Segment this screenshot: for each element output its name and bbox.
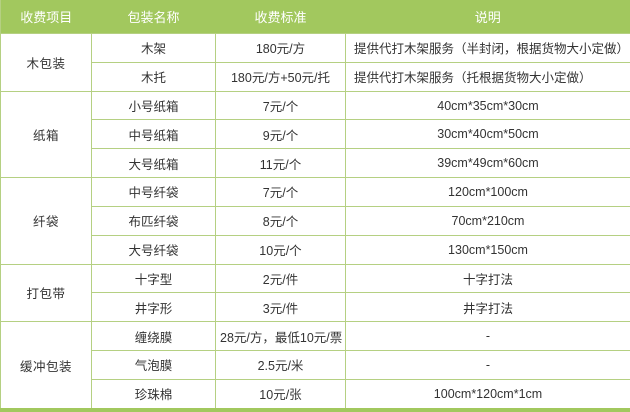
fee-standard-cell: 2.5元/米 <box>215 349 346 380</box>
package-name-cell: 气泡膜 <box>91 349 216 380</box>
package-name-cell: 珍珠棉 <box>91 378 216 411</box>
description-cell: 39cm*49cm*60cm <box>345 148 630 179</box>
description-cell: 十字打法 <box>345 263 630 294</box>
table-row: 中号纸箱 9元/个 30cm*40cm*50cm <box>1 119 630 150</box>
package-name-cell: 木架 <box>91 33 216 63</box>
description-cell: 40cm*35cm*30cm <box>345 90 630 121</box>
table-row: 打包带 十字型 2元/件 十字打法 <box>0 263 630 323</box>
fee-standard-cell: 8元/个 <box>215 205 346 236</box>
fee-standard-cell: 2元/件 <box>215 263 346 294</box>
header-package-name: 包装名称 <box>91 0 216 34</box>
package-name-cell: 十字型 <box>91 263 216 294</box>
table-row: 气泡膜 2.5元/米 - <box>1 349 630 380</box>
package-name-cell: 井字形 <box>91 292 216 323</box>
fee-item-cell: 木包装 <box>0 33 92 92</box>
header-description: 说明 <box>345 0 630 34</box>
fee-standard-cell: 11元/个 <box>215 148 346 179</box>
fee-standard-cell: 7元/个 <box>215 90 346 121</box>
fee-item-cell: 缓冲包装 <box>0 321 92 411</box>
description-cell: 提供代打木架服务（托根据货物大小定做） <box>345 61 630 92</box>
description-cell: 提供代打木架服务（半封闭，根据货物大小定做） <box>345 33 630 63</box>
description-cell: - <box>345 321 630 351</box>
package-name-cell: 大号纸箱 <box>91 148 216 179</box>
description-cell: 70cm*210cm <box>345 205 630 236</box>
table-row: 缓冲包装 缠绕膜 28元/方，最低10元/票 - <box>0 321 630 411</box>
fee-item-cell: 纸箱 <box>0 90 92 179</box>
fee-standard-cell: 180元/方+50元/托 <box>215 61 346 92</box>
fee-item-cell: 打包带 <box>0 263 92 323</box>
table-row: 大号纸箱 11元/个 39cm*49cm*60cm <box>1 148 630 179</box>
package-name-cell: 布匹纤袋 <box>91 205 216 236</box>
fee-standard-cell: 28元/方，最低10元/票 <box>215 321 346 351</box>
package-name-cell: 大号纤袋 <box>91 234 216 265</box>
table-row: 木托 180元/方+50元/托 提供代打木架服务（托根据货物大小定做） <box>1 61 630 92</box>
table-row: 大号纤袋 10元/个 130cm*150cm <box>1 234 630 265</box>
fee-table-body: 木包装 木架 180元/方 提供代打木架服务（半封闭，根据货物大小定做） 木托 180元/… <box>0 33 630 411</box>
fee-standard-cell: 180元/方 <box>215 33 346 63</box>
description-cell: - <box>345 349 630 380</box>
package-name-cell: 木托 <box>91 61 216 92</box>
description-cell: 130cm*150cm <box>345 234 630 265</box>
fee-standard-cell: 9元/个 <box>215 119 346 150</box>
table-row: 木包装 木架 180元/方 提供代打木架服务（半封闭，根据货物大小定做） <box>0 33 630 92</box>
header-fee-standard: 收费标准 <box>215 0 346 34</box>
table-row: 纤袋 中号纤袋 7元/个 120cm*100cm <box>0 177 630 265</box>
description-cell: 120cm*100cm <box>345 177 630 207</box>
header-row: 收费项目 包装名称 收费标准 说明 <box>0 0 630 34</box>
package-name-cell: 小号纸箱 <box>91 90 216 121</box>
table-row: 井字形 3元/件 井字打法 <box>1 292 630 323</box>
package-name-cell: 缠绕膜 <box>91 321 216 351</box>
package-name-cell: 中号纤袋 <box>91 177 216 207</box>
table-row: 珍珠棉 10元/张 100cm*120cm*1cm <box>1 378 630 411</box>
description-cell: 100cm*120cm*1cm <box>345 378 630 411</box>
package-name-cell: 中号纸箱 <box>91 119 216 150</box>
header-fee-item: 收费项目 <box>0 0 92 34</box>
table-row: 纸箱 小号纸箱 7元/个 40cm*35cm*30cm <box>0 90 630 179</box>
table-row: 布匹纤袋 8元/个 70cm*210cm <box>1 205 630 236</box>
fee-standard-cell: 10元/张 <box>215 378 346 411</box>
table-header: 收费项目 包装名称 收费标准 说明 <box>0 0 630 34</box>
fee-standard-cell: 10元/个 <box>215 234 346 265</box>
description-cell: 井字打法 <box>345 292 630 323</box>
fee-item-cell: 纤袋 <box>0 177 92 265</box>
description-cell: 30cm*40cm*50cm <box>345 119 630 150</box>
fee-standard-cell: 3元/件 <box>215 292 346 323</box>
fee-standard-cell: 7元/个 <box>215 177 346 207</box>
